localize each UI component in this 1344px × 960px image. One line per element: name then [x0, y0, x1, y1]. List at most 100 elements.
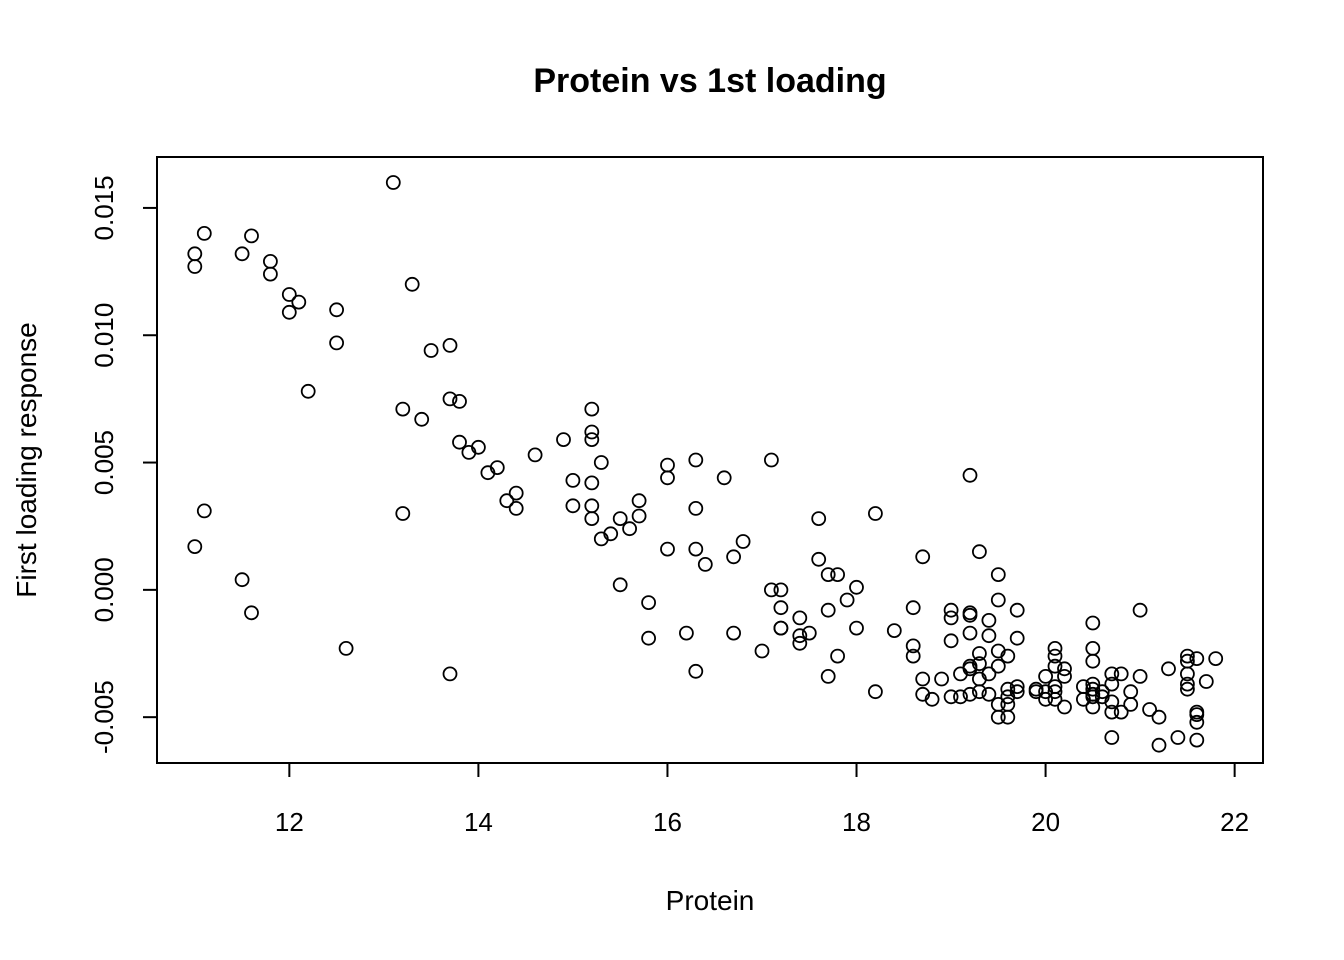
data-point [811, 551, 827, 567]
data-point [688, 541, 704, 557]
data-point [764, 452, 779, 468]
data-point [839, 592, 855, 608]
data-point [773, 620, 789, 636]
data-points [187, 175, 1224, 753]
data-point [990, 592, 1006, 608]
data-point [404, 276, 420, 292]
data-point [1132, 602, 1148, 618]
data-point [962, 686, 978, 702]
data-point [981, 666, 997, 682]
data-point [527, 447, 543, 463]
x-tick-label: 12 [275, 807, 304, 837]
data-point [1180, 676, 1195, 692]
x-tick-label: 14 [464, 807, 493, 837]
data-point [735, 534, 751, 549]
data-point [726, 625, 741, 641]
data-point [820, 602, 836, 618]
data-point [905, 600, 921, 616]
data-point [905, 648, 921, 664]
data-point [452, 393, 467, 409]
data-point [1047, 648, 1063, 664]
data-point [1000, 681, 1016, 697]
data-point [329, 302, 345, 318]
data-point [1170, 730, 1186, 745]
data-point [849, 620, 864, 636]
data-point [584, 511, 600, 526]
data-point [801, 625, 817, 641]
data-point [584, 401, 600, 417]
data-point [972, 656, 987, 672]
data-point [1057, 669, 1072, 684]
data-point [1151, 709, 1167, 725]
data-point [1085, 699, 1101, 715]
data-point [868, 684, 883, 700]
data-point [943, 602, 959, 618]
data-point [244, 605, 259, 621]
y-tick-label: 0.015 [89, 175, 119, 240]
data-point [962, 607, 978, 623]
data-point [593, 455, 609, 470]
plot-frame [156, 156, 1264, 764]
data-point [414, 411, 430, 427]
data-point [187, 246, 203, 262]
data-point [385, 175, 401, 190]
data-point [1047, 641, 1063, 656]
data-point [830, 648, 845, 664]
data-point [1142, 702, 1157, 717]
data-point [196, 503, 212, 519]
data-point [886, 623, 902, 638]
data-point [972, 544, 987, 560]
data-point [1085, 653, 1101, 669]
data-point [281, 287, 297, 302]
data-point [754, 643, 770, 659]
data-point [281, 304, 297, 320]
data-point [442, 666, 458, 682]
data-point [262, 253, 278, 269]
data-point [660, 541, 675, 557]
data-point [1132, 669, 1148, 684]
data-point [631, 493, 647, 509]
data-point [679, 625, 694, 641]
data-point [972, 646, 987, 661]
data-point [1057, 699, 1072, 715]
data-point [508, 500, 524, 516]
data-point [688, 500, 704, 516]
data-point [329, 335, 345, 351]
data-point [244, 228, 259, 244]
x-axis-label: Protein [666, 885, 755, 916]
data-point [1180, 681, 1195, 697]
data-point [395, 401, 411, 417]
data-point [915, 549, 931, 565]
data-point [943, 633, 959, 649]
data-point [234, 572, 250, 588]
data-point [1047, 684, 1063, 700]
data-point [641, 630, 656, 646]
data-point [1104, 694, 1120, 710]
data-point [584, 475, 600, 491]
data-point [1189, 714, 1205, 730]
data-point [697, 557, 713, 572]
data-point [1000, 697, 1016, 712]
data-point [953, 689, 968, 705]
data-point [981, 628, 997, 644]
data-point [934, 671, 949, 687]
data-point [981, 686, 997, 702]
x-axis: 12 14 16 18 20 22 [275, 762, 1249, 837]
data-point [1028, 684, 1044, 700]
data-point [489, 460, 505, 476]
data-point [1189, 651, 1205, 666]
data-point [584, 498, 600, 514]
data-point [716, 470, 732, 486]
data-point [688, 452, 704, 468]
data-point [1009, 630, 1025, 646]
data-point [1047, 658, 1063, 674]
data-point [905, 638, 921, 654]
data-point [726, 549, 741, 565]
data-point [915, 671, 931, 687]
data-point [1104, 676, 1120, 692]
data-point [1085, 681, 1101, 697]
y-tick-label: 0.000 [89, 557, 119, 622]
data-point [688, 663, 704, 679]
data-point [1180, 666, 1195, 682]
